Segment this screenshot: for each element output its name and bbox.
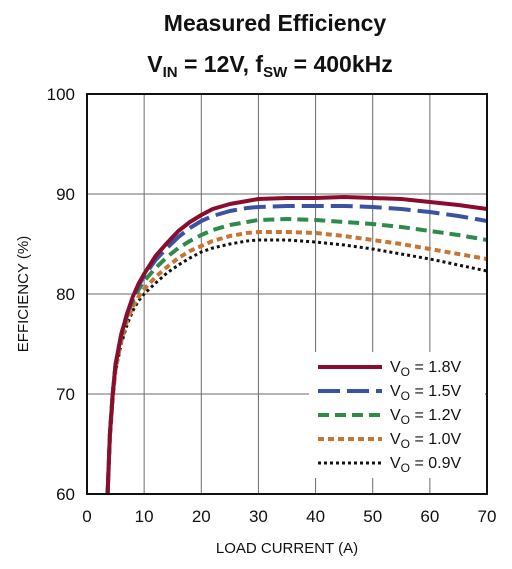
x-tick-labels: 0 10 20 30 40 50 60 70 bbox=[82, 507, 496, 526]
y-tick-label: 90 bbox=[56, 185, 75, 204]
x-tick-label: 20 bbox=[192, 507, 211, 526]
series-line bbox=[106, 238, 488, 495]
y-tick-label: 60 bbox=[56, 485, 75, 504]
y-axis-label: EFFICIENCY (%) bbox=[15, 236, 32, 352]
x-axis-label: LOAD CURRENT (A) bbox=[216, 540, 358, 557]
series-line bbox=[105, 230, 488, 495]
subtitle-f-main: f bbox=[255, 51, 263, 77]
legend-label: VO = 0.9V bbox=[390, 455, 461, 475]
x-tick-label: 40 bbox=[306, 507, 325, 526]
plot-frame bbox=[86, 93, 488, 495]
chart-subtitle: VIN = 12V, fSW = 400kHz bbox=[147, 51, 393, 81]
subtitle-f-sub: SW bbox=[263, 64, 288, 81]
y-tick-labels: 60 70 80 90 100 bbox=[47, 85, 75, 504]
subtitle-v-main: V bbox=[147, 51, 163, 77]
chart-title: Measured Efficiency bbox=[164, 10, 387, 36]
x-tick-label: 50 bbox=[363, 507, 382, 526]
legend-label: VO = 1.2V bbox=[390, 407, 461, 427]
y-tick-label: 100 bbox=[47, 85, 75, 104]
series-line bbox=[105, 195, 488, 495]
legend-label: VO = 1.8V bbox=[390, 359, 461, 379]
y-tick-label: 70 bbox=[56, 385, 75, 404]
subtitle-v-sub: IN bbox=[163, 64, 178, 81]
x-tick-label: 10 bbox=[135, 507, 154, 526]
subtitle-v-rest: = 12V, bbox=[178, 51, 256, 77]
x-tick-label: 70 bbox=[478, 507, 497, 526]
legend-label: VO = 1.0V bbox=[390, 431, 461, 451]
x-tick-label: 60 bbox=[420, 507, 439, 526]
x-tick-label: 0 bbox=[82, 507, 91, 526]
subtitle-f-rest: = 400kHz bbox=[287, 51, 393, 77]
x-tick-label: 30 bbox=[249, 507, 268, 526]
y-tick-label: 80 bbox=[56, 285, 75, 304]
series-layer bbox=[105, 195, 488, 495]
legend: VO = 1.8V VO = 1.5V VO = 1.2V VO = 1.0V VO =… bbox=[309, 352, 485, 478]
legend-label: VO = 1.5V bbox=[390, 383, 461, 403]
